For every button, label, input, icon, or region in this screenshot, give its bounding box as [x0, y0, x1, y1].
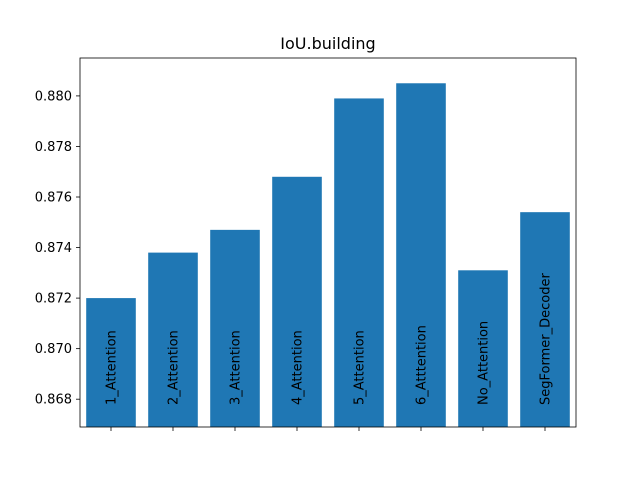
y-tick-label: 0.880	[35, 89, 72, 104]
x-tick-label: No_Attention	[477, 321, 492, 405]
x-tick-label: SegFormer_Decoder	[539, 273, 554, 405]
bar	[210, 229, 260, 427]
x-tick-label: 2_Attention	[167, 330, 182, 405]
x-tick-label: 6_Atttention	[415, 325, 430, 405]
bar	[86, 298, 136, 427]
x-tick-label: 3_Attention	[229, 330, 244, 405]
bar	[148, 252, 198, 427]
y-tick-label: 0.870	[35, 342, 72, 357]
bar	[396, 83, 446, 428]
bar	[272, 176, 322, 427]
y-tick-label: 0.868	[35, 393, 72, 408]
y-tick-label: 0.872	[35, 292, 72, 307]
bar	[334, 98, 384, 427]
x-tick-label: 5_Attention	[353, 330, 368, 405]
bar	[520, 212, 570, 427]
x-tick-label: 4_Attention	[291, 330, 306, 405]
chart-title: IoU.building	[280, 34, 375, 53]
x-tick-label: 1_Attention	[105, 330, 120, 405]
bar	[458, 270, 508, 427]
y-tick-label: 0.874	[35, 241, 72, 256]
axes-frame	[79, 57, 577, 428]
plot-area: 1_Attention 2_Attention 3_Attention 4_Atten…	[35, 57, 577, 431]
y-tick-label: 0.876	[35, 191, 72, 206]
y-tick-label: 0.878	[35, 140, 72, 155]
